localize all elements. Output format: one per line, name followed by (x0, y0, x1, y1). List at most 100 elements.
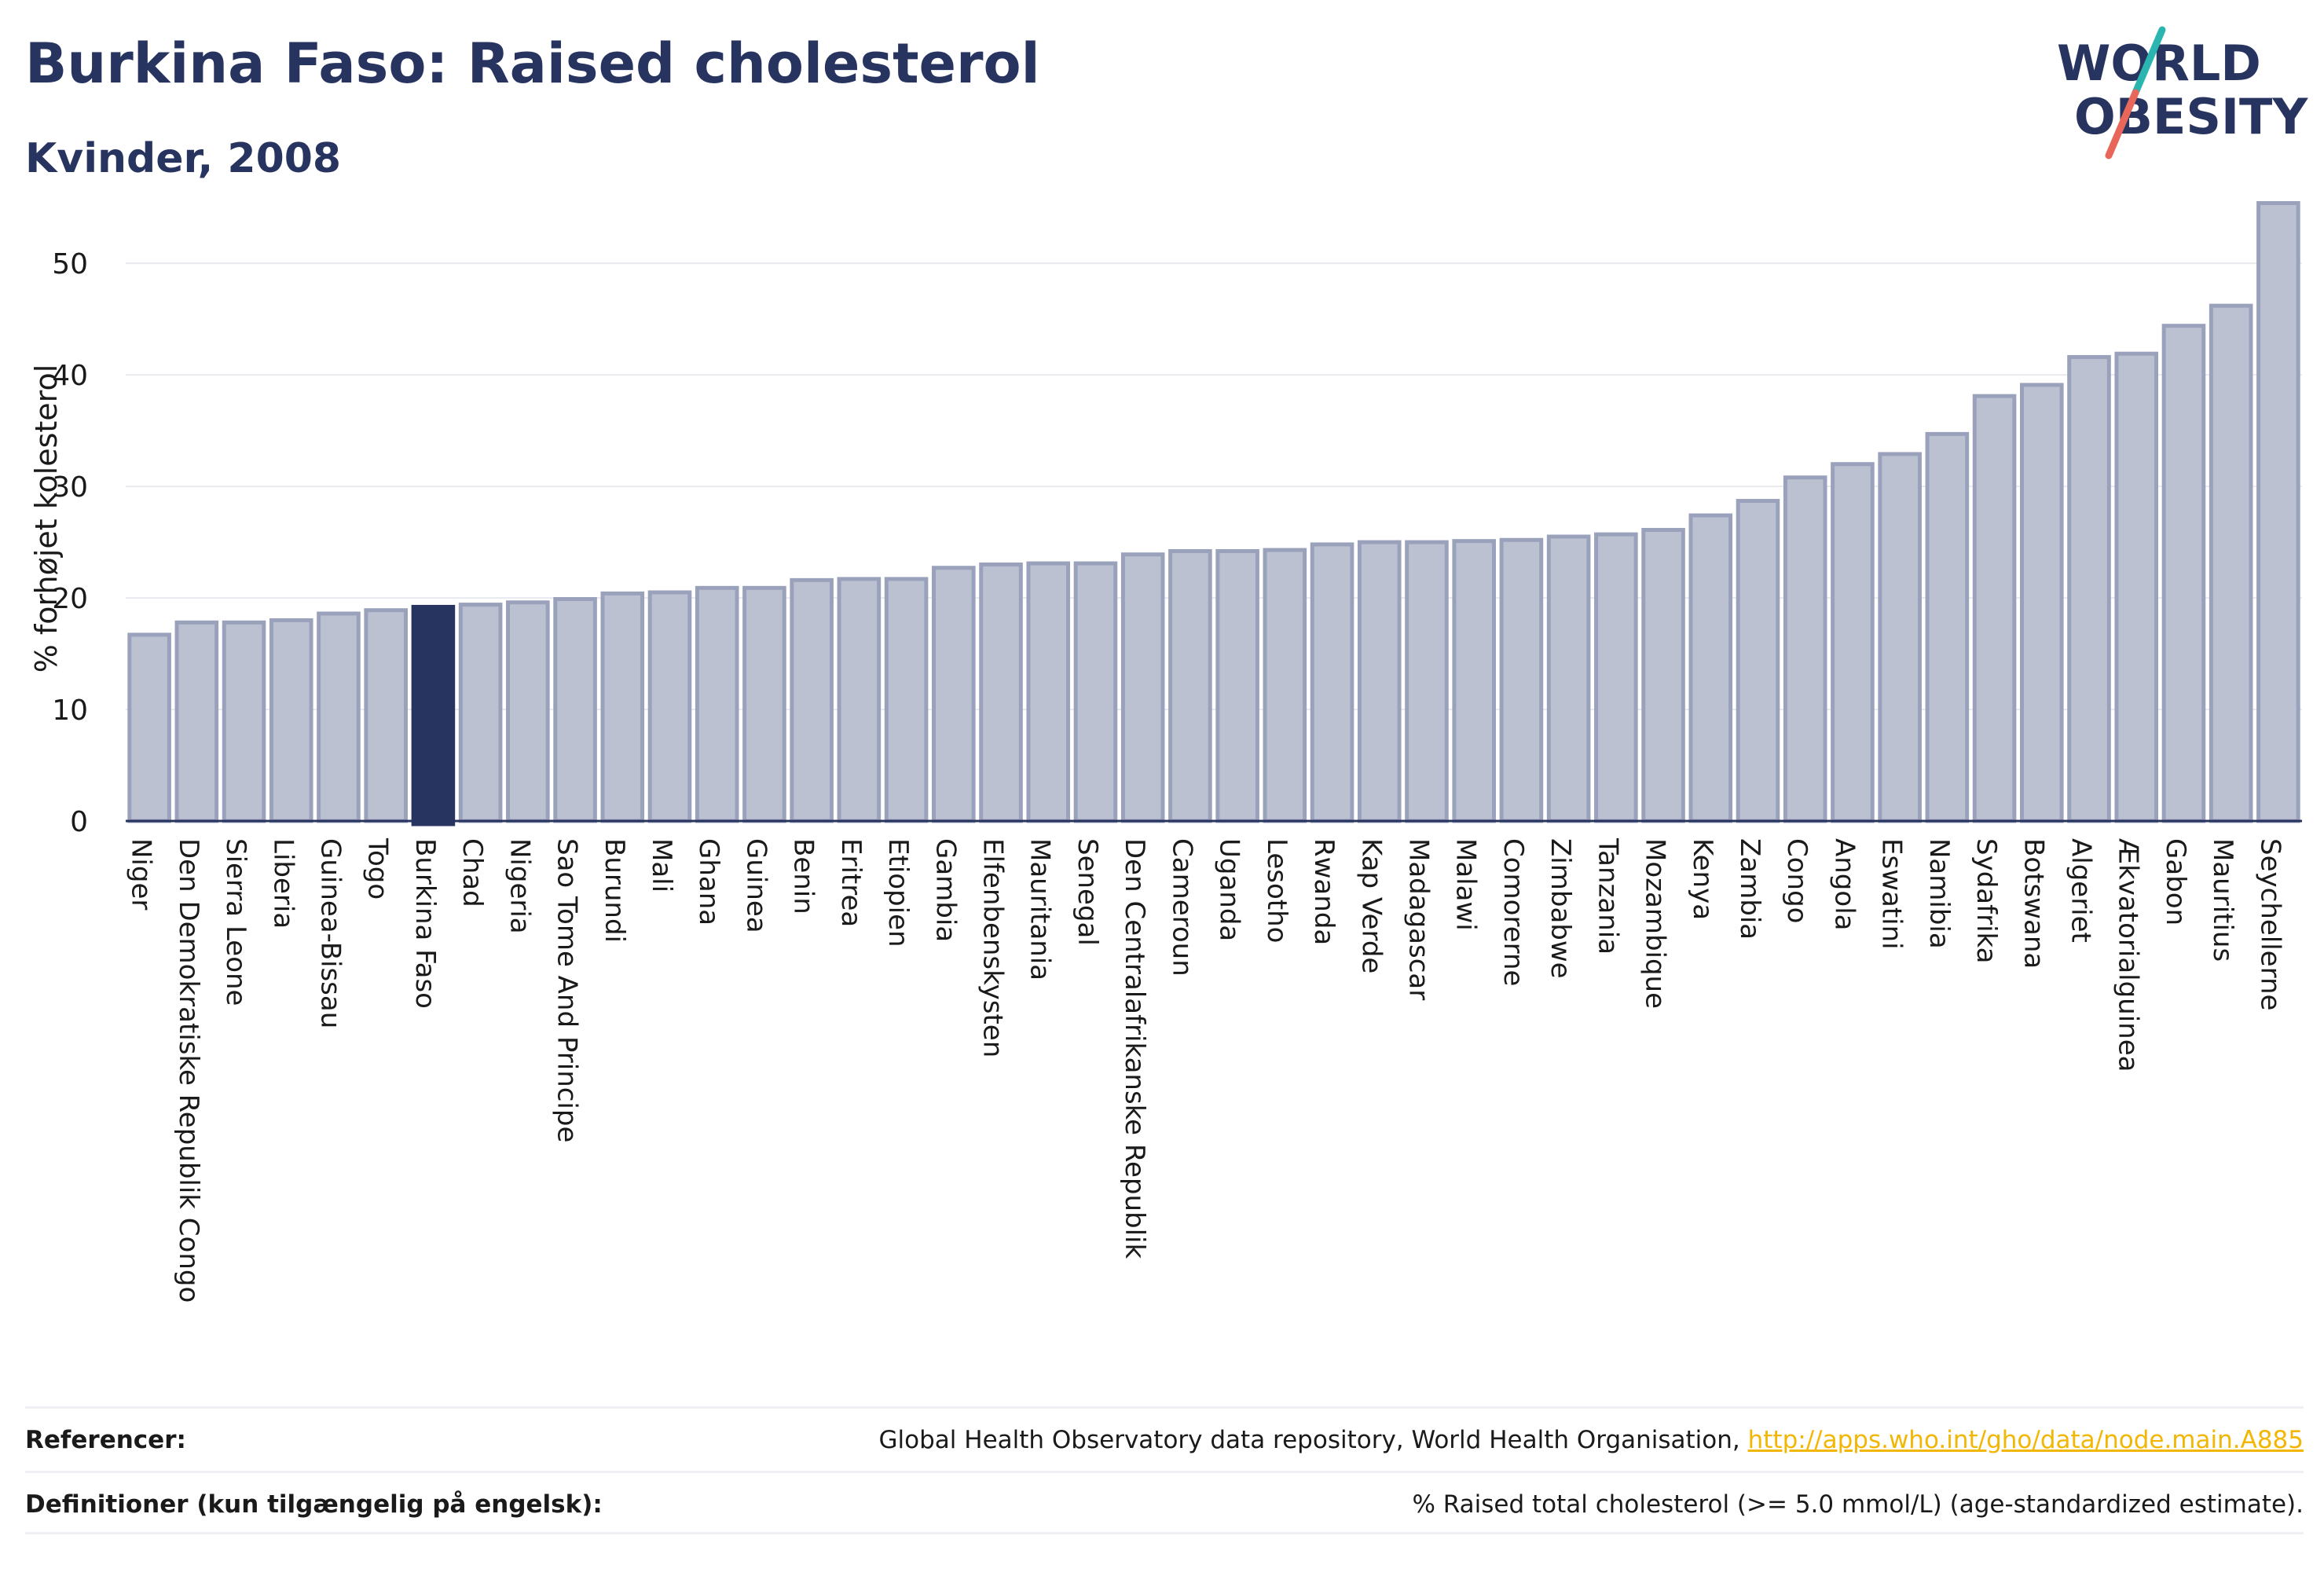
definitions-label: Definitioner (kun tilgængelig på engelsk… (25, 1490, 603, 1519)
x-tick-label: Togo (362, 837, 394, 900)
x-tick-label: Chad (456, 838, 488, 907)
bar[interactable] (553, 596, 597, 823)
bar[interactable] (1641, 527, 1685, 823)
bar[interactable] (1736, 499, 1780, 823)
x-tick-label: Eswatini (1876, 838, 1908, 950)
x-tick-label: Botswana (2018, 838, 2049, 969)
bar[interactable] (1688, 513, 1733, 823)
x-tick-label: Elfenbenskysten (977, 838, 1009, 1057)
bar-chart: 0 10 20 30 40 50 Niger Den Demokratiske Republi… (29, 201, 2302, 1303)
references-link[interactable]: http://apps.who.int/gho/data/node.main.A… (1747, 1426, 2304, 1454)
x-tick-label: Seychellerne (2254, 838, 2286, 1010)
x-tick-label: Algeriet (2066, 838, 2097, 943)
bar[interactable] (458, 603, 503, 823)
bar[interactable] (1831, 462, 1875, 823)
axes: 0 10 20 30 40 50 Niger Den Demokratiske Republi… (52, 248, 2302, 1303)
x-tick-label: Namibia (1923, 838, 1955, 949)
x-tick-label: Gambia (929, 838, 961, 942)
bar[interactable] (2020, 383, 2064, 823)
logo-slash-red (2105, 89, 2139, 159)
bar[interactable] (790, 577, 834, 823)
bar[interactable] (1925, 431, 1970, 823)
bar[interactable] (1026, 561, 1071, 823)
y-tick-label: 0 (70, 806, 88, 838)
x-tick-label: Burkina Faso (409, 838, 441, 1009)
bar[interactable] (411, 604, 456, 826)
bar[interactable] (1310, 542, 1354, 823)
bar[interactable] (174, 620, 219, 823)
x-tick-label: Kap Verde (1355, 838, 1387, 973)
x-tick-label: Sao Tome And Principe (552, 838, 583, 1142)
references-row: Referencer: Global Health Observatory da… (25, 1406, 2304, 1472)
x-tick-label: Eritrea (835, 838, 867, 927)
bar[interactable] (1120, 552, 1165, 823)
y-tick-label: 30 (52, 471, 88, 504)
bar[interactable] (2114, 351, 2159, 823)
definitions-row: Definitioner (kun tilgængelig på engelsk… (25, 1471, 2304, 1536)
bar[interactable] (837, 577, 882, 823)
chart-title: Burkina Faso: Raised cholesterol (25, 31, 1040, 96)
x-tick-label: Liberia (267, 838, 299, 929)
bar[interactable] (884, 577, 929, 823)
x-tick-label: Rwanda (1308, 838, 1340, 945)
x-tick-label: Madagascar (1402, 838, 1434, 1000)
bar[interactable] (1594, 532, 1638, 823)
bar[interactable] (932, 566, 976, 823)
bar[interactable] (1878, 452, 1922, 823)
y-tick-label: 20 (52, 583, 88, 615)
x-tick-label: Etiopien (882, 838, 914, 947)
x-tick-label: Gabon (2160, 838, 2191, 925)
x-tick-label: Malawi (1450, 838, 1482, 931)
world-obesity-logo: WORLD OBESITY (2057, 26, 2308, 159)
logo-line2: OBESITY (2074, 88, 2308, 145)
bar[interactable] (269, 618, 313, 823)
bar[interactable] (2161, 324, 2206, 823)
x-tick-label: Mozambique (1640, 838, 1671, 1009)
bar[interactable] (1452, 539, 1496, 823)
y-tick-label: 10 (52, 695, 88, 727)
x-tick-label: Tanzania (1592, 837, 1623, 955)
bar[interactable] (2209, 303, 2253, 823)
bar[interactable] (364, 608, 408, 823)
bar[interactable] (506, 600, 550, 823)
x-tick-label: Nigeria (504, 838, 535, 934)
x-tick-label: Sierra Leone (220, 838, 251, 1006)
bar[interactable] (1263, 548, 1307, 823)
bar[interactable] (1405, 540, 1449, 823)
bar[interactable] (2256, 201, 2300, 823)
chart-subtitle: Kvinder, 2008 (25, 135, 342, 182)
x-tick-label: Zambia (1734, 838, 1765, 940)
bar[interactable] (1215, 548, 1259, 823)
x-tick-label: Ghana (693, 838, 724, 925)
bar[interactable] (647, 590, 692, 823)
bar[interactable] (600, 591, 645, 823)
bar[interactable] (1073, 561, 1118, 823)
bar[interactable] (1546, 534, 1591, 823)
x-tick-label: Burundi (599, 838, 630, 943)
bar[interactable] (742, 585, 786, 823)
x-tick-label: Den Demokratiske Republik Congo (173, 838, 204, 1303)
bar[interactable] (317, 611, 361, 823)
bar[interactable] (979, 562, 1023, 823)
logo-slash-teal (2132, 26, 2166, 97)
bar[interactable] (222, 620, 266, 823)
footer-divider (25, 1532, 2304, 1534)
bar[interactable] (695, 585, 739, 823)
bar[interactable] (1357, 540, 1402, 823)
bar[interactable] (1972, 394, 2017, 823)
bar[interactable] (1783, 475, 1827, 823)
x-tick-label: Uganda (1214, 838, 1245, 941)
x-tick-label: Sydafrika (1970, 838, 2002, 963)
bar[interactable] (2067, 354, 2111, 823)
bar[interactable] (127, 632, 171, 823)
x-tick-label: Kenya (1687, 838, 1718, 920)
x-tick-label: Cameroun (1166, 838, 1197, 977)
bars (127, 201, 2300, 826)
x-tick-label: Senegal (1072, 838, 1103, 946)
x-tick-label: Zimbabwe (1545, 838, 1576, 979)
x-tick-label: Congo (1781, 838, 1813, 923)
x-tick-label: Den Centralafrikanske Republik (1119, 838, 1150, 1259)
bar[interactable] (1499, 537, 1544, 823)
y-tick-label: 50 (52, 248, 88, 280)
bar[interactable] (1168, 548, 1212, 823)
